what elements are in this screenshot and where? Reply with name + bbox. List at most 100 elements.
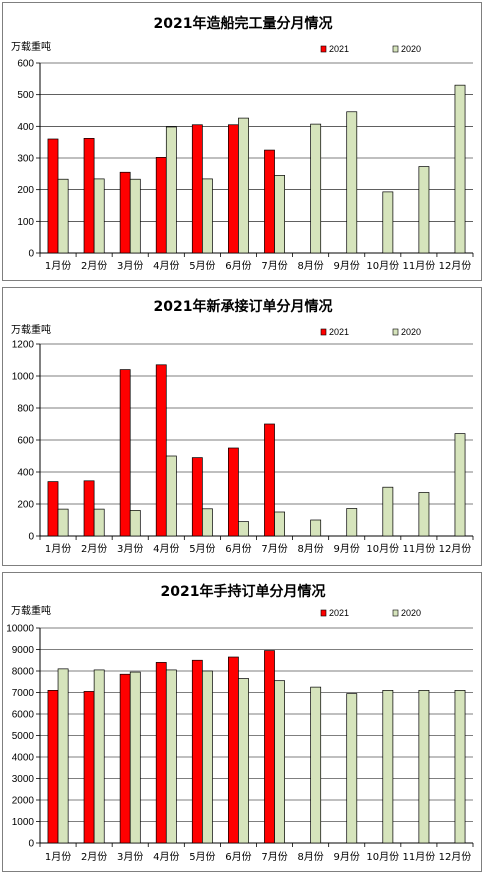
y-tick-label: 2000	[12, 796, 35, 807]
bar-2021-1	[47, 138, 59, 254]
x-tick-label: 8月份	[297, 543, 323, 555]
y-tick-label: 200	[17, 500, 34, 511]
legend-label-2021: 2021	[329, 327, 349, 337]
bar-2021-6	[228, 656, 239, 844]
y-tick-label: 600	[17, 436, 34, 447]
bar-2020-2	[93, 669, 105, 844]
bar-2020-7	[274, 511, 285, 537]
bar-2020-10	[382, 486, 394, 537]
x-tick-label: 3月份	[117, 543, 143, 555]
bar-2021-5	[191, 659, 203, 844]
y-axis-label: 万载重吨	[11, 40, 51, 53]
bar-2020-5	[202, 670, 213, 844]
x-tick-label: 4月份	[153, 260, 179, 272]
bar-2021-5	[191, 124, 203, 254]
bar-2020-8	[310, 686, 322, 844]
legend-swatch-2021	[320, 609, 327, 617]
bar-2021-3	[119, 171, 131, 254]
chart-panel-orderbook: 2021年手持订单分月情况 万载重吨 2021 2020 0 1000 2000 3000 40…	[2, 572, 482, 872]
bar-2021-7	[264, 149, 275, 254]
x-tick-label: 3月份	[117, 260, 143, 272]
chart-title: 2021年造船完工量分月情况	[154, 15, 333, 32]
x-tick-label: 11月份	[403, 260, 436, 272]
x-tick-label: 8月份	[297, 851, 323, 863]
bar-2020-12	[454, 84, 466, 254]
x-tick-label: 2月份	[81, 260, 107, 272]
x-tick-label: 4月份	[153, 543, 179, 555]
bar-2021-6	[228, 124, 239, 254]
y-tick-label: 6000	[12, 710, 35, 721]
bar-2020-5	[202, 508, 213, 537]
x-tick-label: 6月份	[225, 260, 251, 272]
legend-label-2021: 2021	[329, 608, 349, 618]
bar-2020-6	[238, 678, 249, 844]
bar-2020-1	[57, 178, 69, 254]
bar-2020-9	[346, 111, 358, 254]
legend-swatch-2021	[320, 328, 327, 336]
bar-2020-4	[165, 455, 177, 537]
bar-2020-12	[454, 433, 466, 537]
bar-2020-7	[274, 680, 285, 844]
x-tick-label: 4月份	[153, 851, 179, 863]
bar-2020-11	[418, 166, 430, 254]
x-tick-label: 7月份	[261, 260, 287, 272]
x-tick-label: 7月份	[261, 543, 287, 555]
bar-2020-7	[274, 175, 285, 254]
bar-2020-9	[346, 693, 358, 844]
bar-2021-6	[228, 447, 239, 537]
x-tick-label: 10月份	[366, 851, 399, 863]
y-tick-label: 7000	[12, 688, 35, 699]
bar-2021-2	[83, 480, 95, 537]
x-tick-label: 1月份	[45, 260, 71, 272]
bar-2020-11	[418, 689, 430, 844]
chart-panel-completions: 2021年造船完工量分月情况 万载重吨 2021 2020 0 100 200 300 400 5…	[2, 2, 482, 281]
bar-2020-5	[202, 178, 213, 254]
y-tick-label: 10000	[6, 624, 34, 635]
x-tick-label: 9月份	[334, 260, 360, 272]
x-tick-label: 5月份	[189, 543, 215, 555]
chart-title: 2021年新承接订单分月情况	[154, 298, 333, 315]
bar-2020-6	[238, 117, 249, 254]
y-tick-label: 9000	[12, 645, 35, 656]
y-tick-label: 4000	[12, 753, 35, 764]
bar-2021-1	[47, 481, 59, 537]
legend-label-2020: 2020	[401, 327, 421, 337]
y-tick-label: 0	[28, 249, 34, 260]
x-tick-label: 3月份	[117, 851, 143, 863]
bar-2020-1	[57, 668, 69, 844]
x-tick-label: 12月份	[439, 543, 472, 555]
x-tick-label: 1月份	[45, 543, 71, 555]
bar-2020-12	[454, 689, 466, 844]
y-tick-label: 3000	[12, 774, 35, 785]
x-tick-label: 10月份	[366, 543, 399, 555]
x-tick-label: 7月份	[261, 851, 287, 863]
y-tick-label: 1000	[12, 372, 35, 383]
y-tick-label: 400	[17, 122, 34, 133]
bar-2021-3	[119, 673, 131, 844]
bar-2020-8	[310, 519, 322, 537]
y-tick-label: 400	[17, 468, 34, 479]
bar-2021-7	[264, 650, 275, 844]
y-tick-label: 500	[17, 90, 34, 101]
bar-2020-3	[129, 178, 141, 254]
x-tick-label: 5月份	[189, 851, 215, 863]
bar-2020-3	[129, 671, 141, 844]
x-tick-label: 8月份	[297, 260, 323, 272]
y-tick-label: 5000	[12, 731, 35, 742]
legend-label-2021: 2021	[329, 44, 349, 54]
chart-panel-new-orders: 2021年新承接订单分月情况 万载重吨 2021 2020 0 200 400 600 800 1…	[2, 287, 482, 566]
y-tick-label: 800	[17, 404, 34, 415]
x-tick-label: 10月份	[366, 260, 399, 272]
legend-swatch-2020	[392, 328, 399, 336]
y-tick-label: 200	[17, 185, 34, 196]
bar-2020-11	[418, 492, 430, 537]
y-tick-label: 1000	[12, 817, 35, 828]
x-tick-label: 9月份	[334, 543, 360, 555]
x-tick-label: 5月份	[189, 260, 215, 272]
y-axis-label: 万载重吨	[11, 323, 51, 336]
bar-2020-9	[346, 508, 358, 537]
bar-2021-5	[191, 457, 203, 537]
